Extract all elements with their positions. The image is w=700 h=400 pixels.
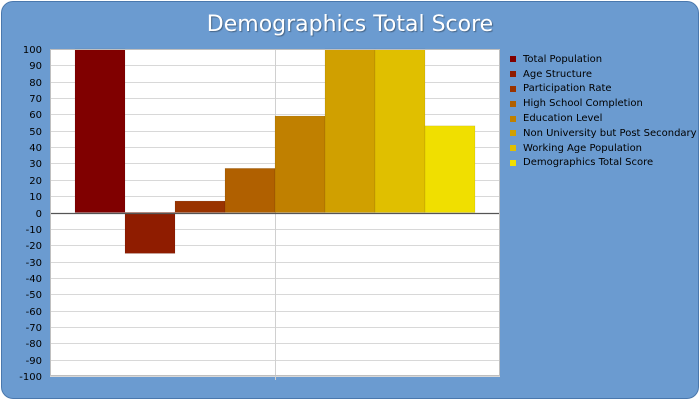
y-tick-label: 90 [29, 61, 42, 72]
y-tick-label: 30 [29, 159, 42, 170]
plot-border [50, 49, 500, 376]
bar [174, 200, 226, 213]
chart-title: Demographics Total Score [206, 12, 494, 37]
legend-label: Working Age Population [523, 142, 643, 154]
legend-swatch [510, 85, 516, 92]
legend-item: Non University but Post Secondary [510, 126, 697, 141]
y-tick-label: -70 [26, 323, 42, 334]
legend-item: Participation Rate [510, 82, 697, 97]
y-tick-label: -30 [26, 258, 42, 269]
y-tick-label: -50 [26, 290, 42, 301]
y-tick-label: 40 [29, 143, 42, 154]
legend: Total Population Age Structure Participati… [510, 52, 697, 170]
y-tick-label: -40 [26, 274, 42, 285]
legend-item: Total Population [510, 52, 697, 67]
y-tick-label: 60 [29, 110, 42, 121]
legend-swatch [510, 130, 516, 137]
legend-swatch [510, 71, 516, 78]
y-tick-label: -90 [26, 356, 42, 367]
bar [374, 48, 426, 213]
y-tick-label: -10 [26, 225, 42, 236]
bar [424, 125, 476, 213]
legend-swatch [510, 56, 516, 63]
y-tick-label: 70 [29, 94, 42, 105]
y-tick-label: 10 [29, 192, 42, 203]
legend-item: Age Structure [510, 67, 697, 82]
bar [124, 212, 176, 254]
bar [74, 48, 126, 213]
legend-swatch [510, 100, 516, 107]
legend-label: Education Level [523, 113, 603, 125]
y-tick-label: 80 [29, 78, 42, 89]
legend-label: Demographics Total Score [523, 157, 654, 169]
y-tick-label: -60 [26, 307, 42, 318]
bar [224, 168, 276, 213]
legend-label: Non University but Post Secondary [523, 127, 697, 139]
y-tick-label: 100 [23, 45, 42, 56]
legend-item: Working Age Population [510, 141, 697, 156]
legend-label: High School Completion [523, 98, 643, 110]
y-tick-label: 0 [36, 209, 42, 220]
legend-item: Demographics Total Score [510, 156, 697, 171]
bar [274, 115, 326, 213]
y-tick-label: 50 [29, 127, 42, 138]
y-tick-label: 20 [29, 176, 42, 187]
legend-label: Total Population [523, 53, 603, 65]
legend-swatch [510, 145, 516, 152]
legend-item: High School Completion [510, 96, 697, 111]
legend-swatch [510, 115, 516, 122]
y-tick-label: -100 [19, 372, 42, 383]
legend-label: Participation Rate [523, 83, 612, 95]
y-tick-label: -20 [26, 241, 42, 252]
bar [324, 48, 376, 213]
legend-label: Age Structure [523, 68, 593, 80]
y-tick-label: -80 [26, 339, 42, 350]
legend-swatch [510, 159, 516, 166]
legend-item: Education Level [510, 111, 697, 126]
